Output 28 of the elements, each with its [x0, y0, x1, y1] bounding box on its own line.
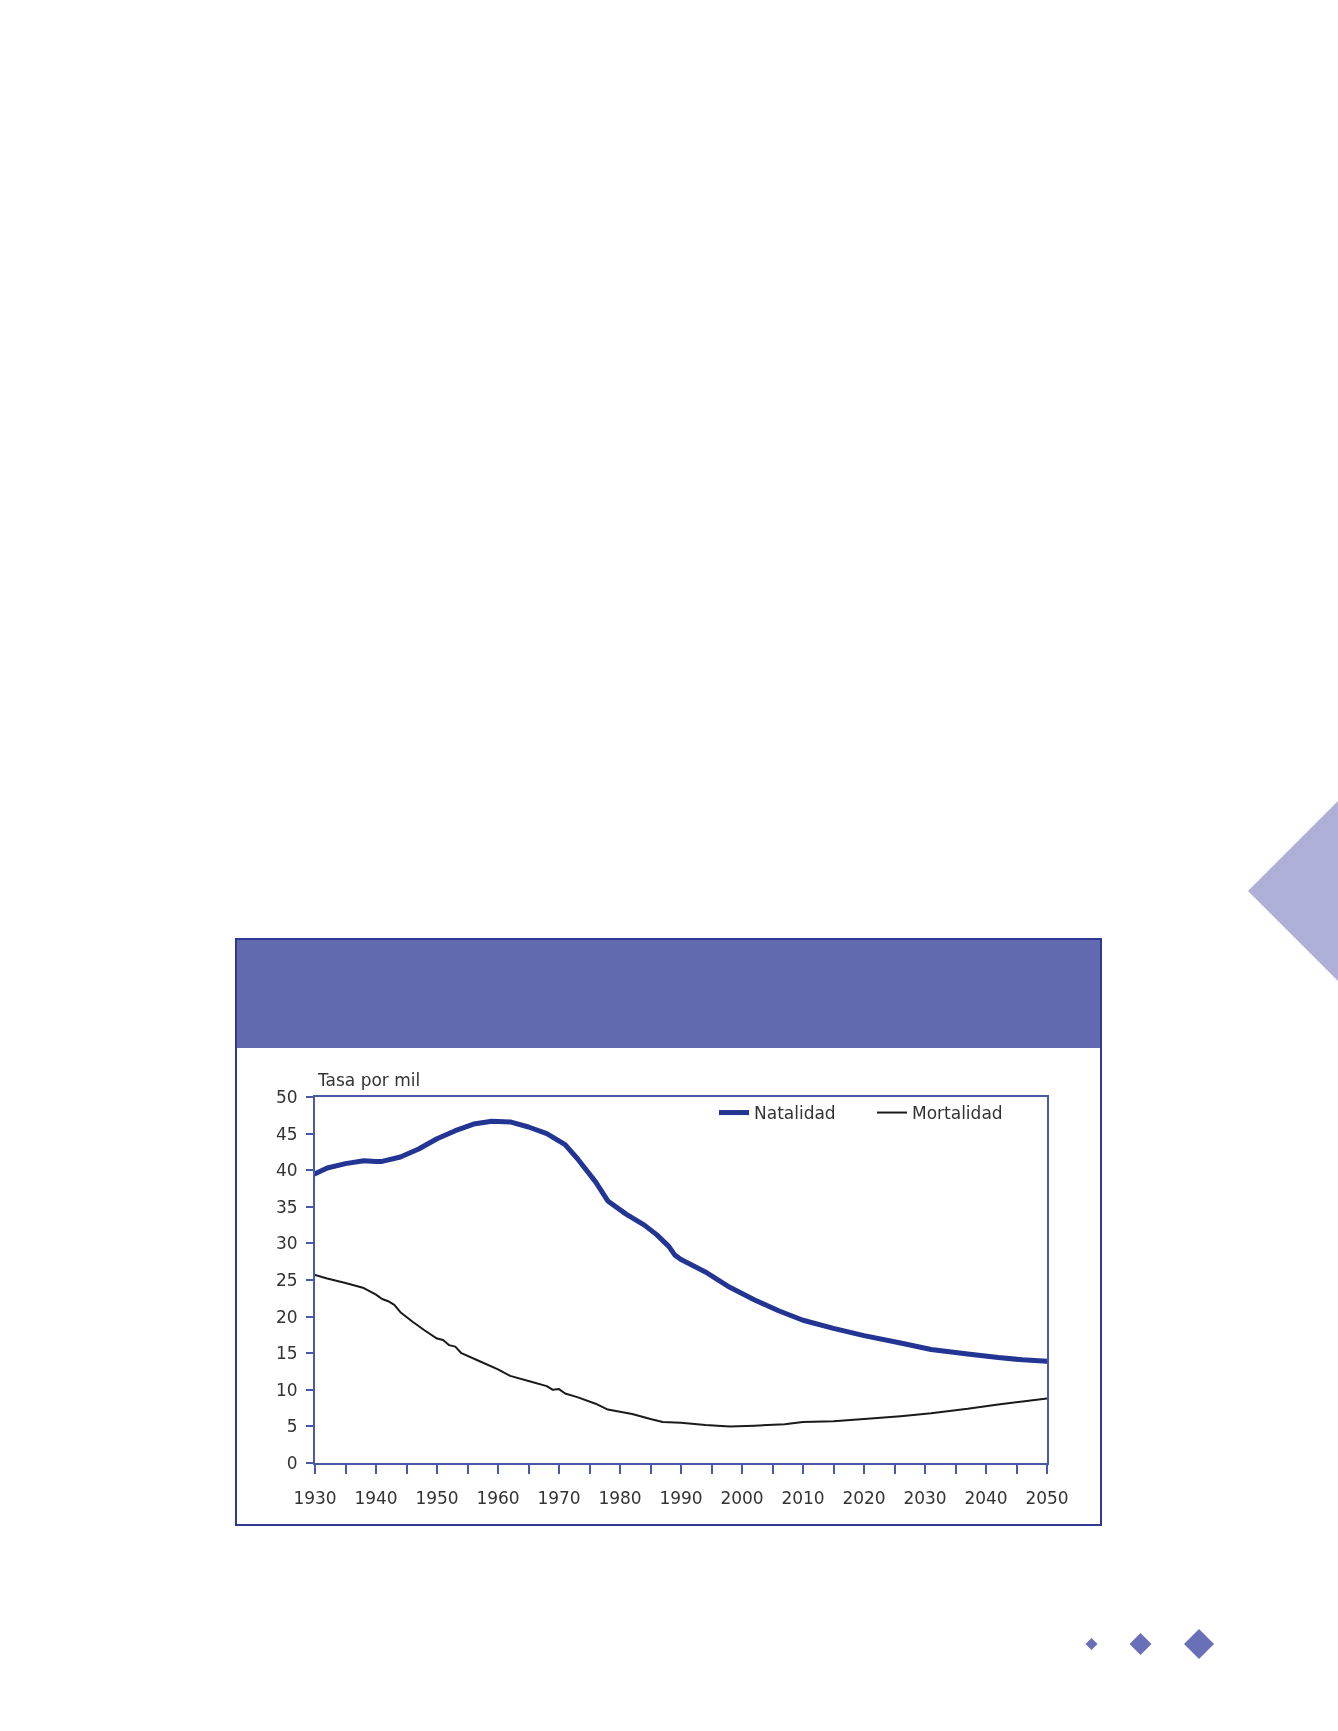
legend-label: Mortalidad	[912, 1103, 1003, 1124]
y-tick-label: 50	[275, 1086, 298, 1107]
y-tick-label: 15	[275, 1343, 298, 1364]
x-tick-label: 1940	[354, 1488, 398, 1509]
y-tick-label: 35	[275, 1196, 298, 1217]
y-tick-label: 5	[286, 1416, 298, 1437]
x-tick-label: 1970	[537, 1488, 581, 1509]
x-tick-label: 1990	[659, 1488, 703, 1509]
y-tick-label: 20	[275, 1306, 298, 1327]
x-tick-label: 2030	[903, 1488, 947, 1509]
y-tick-label: 0	[286, 1452, 298, 1473]
x-tick-label: 1930	[293, 1488, 337, 1509]
legend-label: Natalidad	[754, 1103, 836, 1124]
y-tick-label: 40	[275, 1160, 298, 1181]
y-tick-label: 25	[275, 1269, 298, 1290]
y-tick-label: 10	[275, 1379, 298, 1400]
x-tick-label: 2050	[1025, 1488, 1069, 1509]
x-tick-label: 2020	[842, 1488, 886, 1509]
x-tick-label: 1960	[476, 1488, 520, 1509]
y-tick-label: 30	[275, 1233, 298, 1254]
y-tick-label: 45	[275, 1123, 298, 1144]
x-tick-label: 1980	[598, 1488, 642, 1509]
x-tick-label: 2000	[720, 1488, 764, 1509]
x-tick-label: 1950	[415, 1488, 459, 1509]
x-tick-label: 2010	[781, 1488, 825, 1509]
x-tick-label: 2040	[964, 1488, 1008, 1509]
line-series	[315, 1273, 1047, 1428]
y-axis-title: Tasa por mil	[317, 1070, 421, 1090]
